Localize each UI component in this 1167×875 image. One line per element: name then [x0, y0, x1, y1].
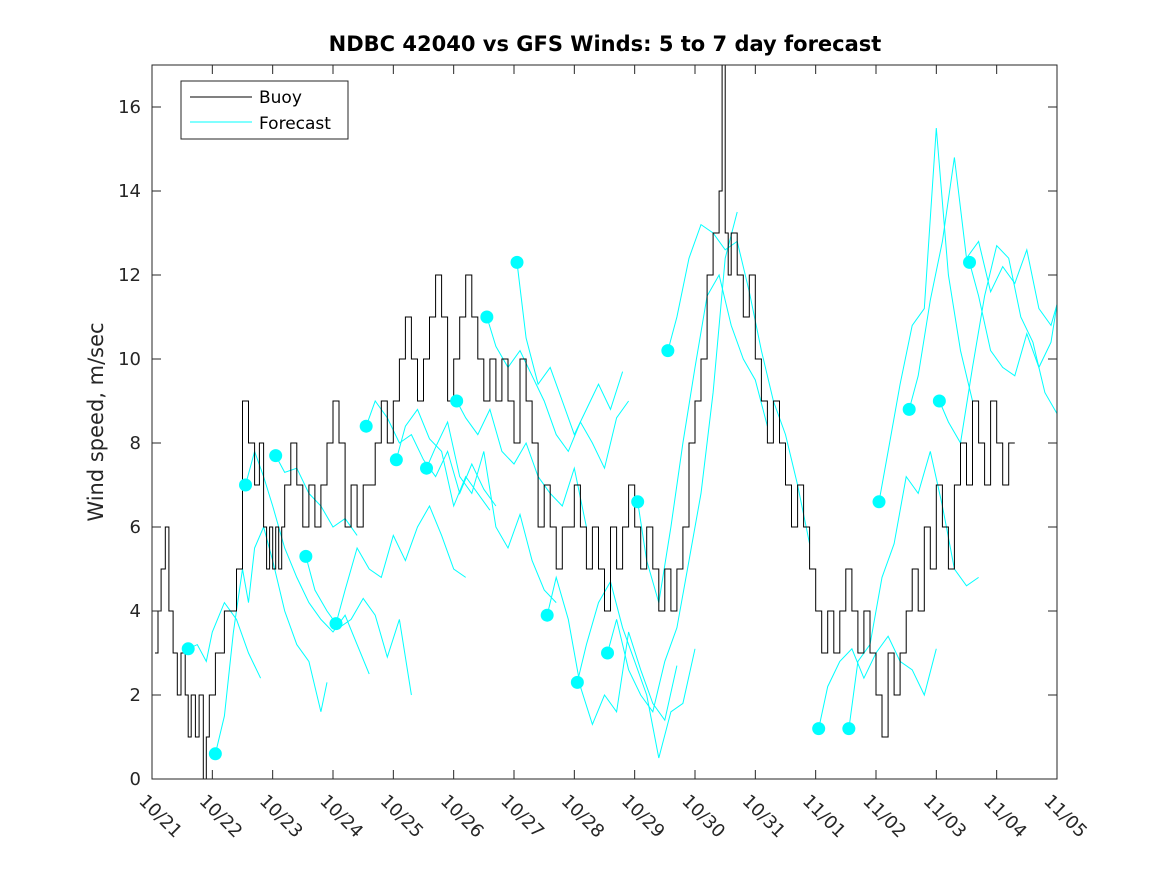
- x-tick-label: 10/27: [496, 791, 548, 843]
- forecast-start-point: [812, 722, 826, 736]
- forecast-start-point: [359, 419, 373, 433]
- buoy-line: [155, 65, 1015, 779]
- x-tick-label: 10/31: [738, 791, 790, 843]
- y-tick-label: 10: [118, 349, 141, 370]
- forecast-start-point: [329, 617, 343, 631]
- forecast-start-point: [450, 394, 464, 408]
- forecast-line-10: [456, 400, 587, 528]
- forecast-start-point: [269, 449, 283, 463]
- x-tick-label: 11/03: [919, 791, 971, 843]
- x-tick-label: 10/24: [315, 791, 367, 843]
- x-tick-label: 10/25: [376, 791, 428, 843]
- legend-box: [180, 80, 349, 140]
- forecast-line-21: [908, 157, 1057, 410]
- forecast-line-23: [969, 262, 1057, 377]
- x-tick-label: 11/04: [979, 791, 1031, 843]
- forecast-start-point: [872, 495, 886, 509]
- forecast-line-3: [245, 449, 370, 675]
- forecast-line-6: [335, 504, 466, 624]
- y-tick-label: 4: [130, 601, 141, 622]
- plot-area: [151, 64, 1058, 780]
- forecast-line-8: [395, 408, 491, 511]
- y-axis: 0 2 4 6 8 10 12 14 16: [118, 97, 1057, 790]
- forecast-line-20: [878, 127, 973, 502]
- x-tick-label: 10/28: [557, 791, 609, 843]
- forecast-start-point: [389, 453, 403, 467]
- x-tick-label: 10/22: [195, 791, 247, 843]
- legend-label-forecast: Forecast: [259, 114, 331, 134]
- forecast-start-point: [480, 310, 494, 324]
- forecast-start-point: [299, 549, 313, 563]
- forecast-line-19: [848, 451, 979, 729]
- forecast-line-18: [818, 635, 937, 729]
- forecast-start-point: [540, 608, 554, 622]
- x-tick-label: 10/23: [255, 791, 307, 843]
- x-tick-label: 11/01: [798, 791, 850, 843]
- forecast-start-point: [208, 747, 222, 761]
- forecast-start-point: [932, 394, 946, 408]
- legend-label-buoy: Buoy: [259, 88, 302, 108]
- forecast-line-14: [576, 580, 696, 759]
- forecast-start-point: [842, 722, 856, 736]
- forecast-line-22: [938, 244, 1057, 445]
- forecast-start-point: [963, 255, 977, 269]
- forecast-start-point: [510, 255, 524, 269]
- y-axis-label: Wind speed, m/sec: [84, 322, 108, 521]
- y-tick-label: 6: [130, 517, 141, 538]
- forecast-start-point: [570, 675, 584, 689]
- y-tick-label: 0: [130, 769, 141, 790]
- forecast-start-point: [631, 495, 645, 509]
- forecast-start-point: [661, 344, 675, 358]
- x-tick-label: 10/21: [134, 791, 186, 843]
- forecast-start-point: [902, 402, 916, 416]
- x-tick-label: 10/30: [677, 791, 729, 843]
- forecast-start-point: [181, 642, 195, 656]
- y-tick-label: 8: [130, 433, 141, 454]
- y-tick-label: 14: [118, 181, 141, 202]
- x-tick-label: 10/29: [617, 791, 669, 843]
- forecast-line-1: [187, 601, 262, 679]
- forecast-line-13: [546, 575, 678, 726]
- x-tick-label: 10/26: [436, 791, 488, 843]
- legend: Buoy Forecast: [180, 80, 349, 140]
- y-tick-label: 12: [118, 265, 141, 286]
- forecast-line-12: [516, 262, 624, 436]
- forecast-line-15: [607, 211, 738, 713]
- y-tick-label: 16: [118, 97, 141, 118]
- forecast-line-16: [637, 273, 768, 603]
- forecast-line-9: [426, 420, 557, 603]
- forecast-line-5: [305, 556, 412, 696]
- forecast-start-point: [420, 461, 434, 475]
- y-tick-label: 2: [130, 685, 141, 706]
- chart-title: NDBC 42040 vs GFS Winds: 5 to 7 day fore…: [329, 32, 882, 56]
- forecast-start-point: [601, 646, 615, 660]
- x-tick-label: 11/05: [1039, 791, 1091, 843]
- forecast-start-point: [239, 478, 253, 492]
- forecast-line-7: [365, 399, 497, 507]
- x-tick-label: 11/02: [858, 791, 910, 843]
